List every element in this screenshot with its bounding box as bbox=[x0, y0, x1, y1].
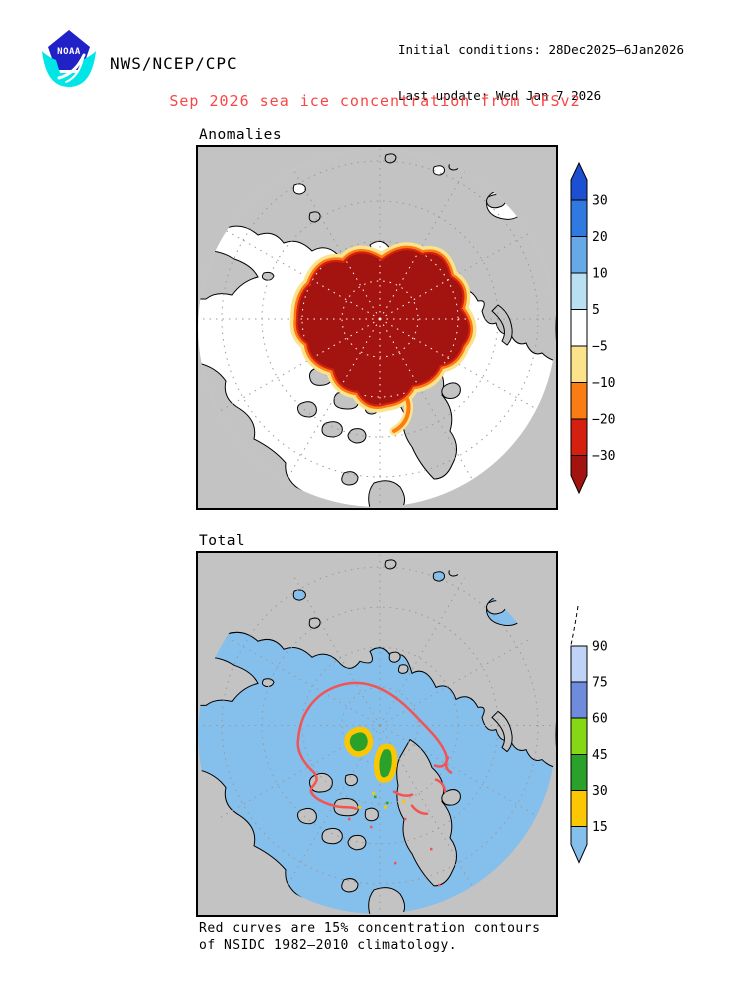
colorbar-segment bbox=[570, 309, 588, 347]
colorbar-segment bbox=[570, 418, 588, 456]
svg-text:75: 75 bbox=[592, 676, 608, 691]
colorbar-segment bbox=[570, 790, 588, 827]
logo-text: NOAA bbox=[57, 47, 81, 57]
svg-text:30: 30 bbox=[592, 784, 608, 799]
colorbar-segment bbox=[570, 754, 588, 791]
total-map bbox=[196, 551, 558, 917]
svg-text:10: 10 bbox=[592, 267, 608, 282]
colorbar-segment bbox=[570, 717, 588, 755]
colorbar-tick-labels: 30 20 10 5 −5 −10 −20 −30 bbox=[592, 194, 615, 465]
svg-text:20: 20 bbox=[592, 230, 608, 245]
org-title: NWS/NCEP/CPC bbox=[110, 54, 238, 73]
svg-text:45: 45 bbox=[592, 748, 608, 763]
total-colorbar: 90 75 60 45 30 15 bbox=[570, 605, 608, 864]
colorbar-segment bbox=[570, 236, 588, 274]
colorbar-segment bbox=[570, 161, 588, 201]
svg-text:60: 60 bbox=[592, 712, 608, 727]
logo-gull-icon-2 bbox=[65, 57, 84, 83]
logo-crystal bbox=[48, 30, 90, 70]
svg-text:−20: −20 bbox=[592, 413, 615, 428]
caption-line-1: Red curves are 15% concentration contour… bbox=[199, 921, 541, 936]
noaa-logo: NOAA bbox=[42, 30, 96, 87]
colorbar-tick-labels: 90 75 60 45 30 15 bbox=[592, 640, 608, 836]
svg-text:−10: −10 bbox=[592, 376, 615, 391]
total-label: Total bbox=[199, 533, 246, 549]
anomalies-label: Anomalies bbox=[199, 127, 283, 143]
svg-text:−30: −30 bbox=[592, 449, 615, 464]
anomalies-colorbar: 30 20 10 5 −5 −10 −20 −30 bbox=[570, 161, 615, 495]
anomalies-map bbox=[196, 145, 558, 510]
colorbar-segment bbox=[570, 272, 588, 310]
caption: Red curves are 15% concentration contour… bbox=[199, 921, 540, 954]
colorbar-segment bbox=[570, 645, 588, 683]
run-info: Initial conditions: 28Dec2025–6Jan2026 L… bbox=[398, 38, 684, 107]
page-title: Sep 2026 sea ice concentration from CFSv… bbox=[169, 92, 581, 110]
colorbar-segment bbox=[570, 826, 588, 864]
svg-text:15: 15 bbox=[592, 820, 608, 835]
contour-specks bbox=[348, 817, 441, 887]
colorbar-segment bbox=[570, 455, 588, 495]
initial-conditions: Initial conditions: 28Dec2025–6Jan2026 bbox=[398, 42, 684, 57]
svg-text:90: 90 bbox=[592, 640, 608, 655]
svg-text:5: 5 bbox=[592, 303, 600, 318]
colorbar-segment bbox=[570, 382, 588, 420]
colorbar-segment bbox=[570, 345, 588, 383]
ice-patch-specks bbox=[358, 791, 405, 809]
anomaly-region bbox=[298, 250, 469, 436]
colorbar-segment bbox=[570, 199, 588, 237]
svg-text:30: 30 bbox=[592, 194, 608, 209]
svg-text:−5: −5 bbox=[592, 340, 608, 355]
climatology-contour bbox=[296, 681, 453, 815]
colorbar-segment bbox=[570, 681, 588, 719]
ice-patches bbox=[344, 726, 398, 783]
colorbar-open-end bbox=[570, 605, 579, 646]
last-update: Last update: Wed Jan 7 2026 bbox=[398, 88, 602, 103]
caption-line-2: of NSIDC 1982–2010 climatology. bbox=[199, 937, 458, 953]
